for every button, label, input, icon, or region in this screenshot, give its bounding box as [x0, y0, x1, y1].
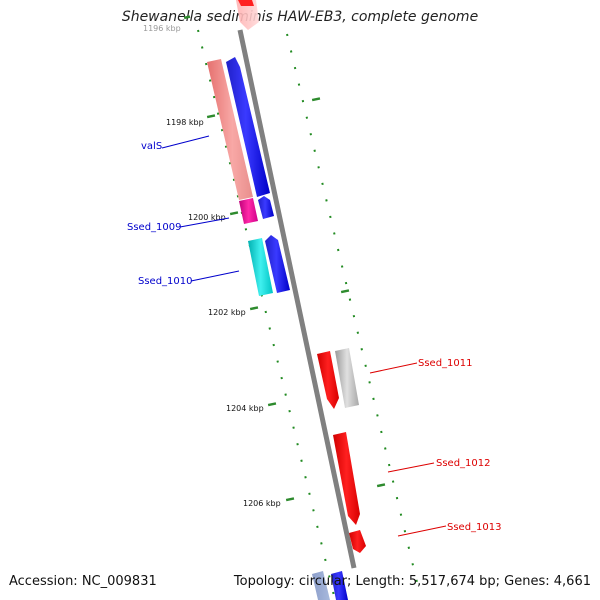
gene-feature-offscreen-top[interactable] — [236, 0, 259, 30]
tick-1196 — [183, 15, 191, 20]
gene-Ssed_1009-homolog[interactable] — [239, 198, 258, 224]
gene-label-valS[interactable]: valS — [141, 141, 162, 152]
tick-1200 — [229, 211, 239, 216]
gene-Ssed_1011[interactable] — [317, 351, 339, 409]
gene-Ssed_1010-homolog[interactable] — [248, 238, 273, 296]
topology-summary: Topology: circular; Length: 5,517,674 bp… — [233, 574, 591, 589]
tick-label: 1202 kbp — [208, 308, 246, 317]
leader-Ssed_1012 — [387, 462, 435, 473]
leader-Ssed_1011 — [369, 362, 418, 374]
tick-label: 1204 kbp — [226, 404, 264, 413]
gene-label-Ssed_1009[interactable]: Ssed_1009 — [127, 222, 182, 233]
accession-text: Accession: NC_009831 — [9, 574, 157, 589]
label-leaders — [161, 135, 447, 537]
tick-1204 — [267, 402, 277, 407]
outer-tick-c — [376, 483, 386, 488]
tick-label: 1200 kbp — [188, 213, 226, 222]
leader-valS — [161, 135, 210, 149]
gene-Ssed_1013[interactable] — [349, 530, 366, 553]
tick-1198 — [206, 114, 216, 119]
ruler-ticks — [183, 15, 386, 502]
leader-Ssed_1013 — [397, 525, 447, 537]
outer-tick-a — [311, 97, 321, 102]
gene-label-Ssed_1010[interactable]: Ssed_1010 — [138, 276, 193, 287]
tick-label: 1206 kbp — [243, 499, 281, 508]
genome-backbone — [237, 29, 357, 569]
ruler-labels: 1196 kbp 1198 kbp 1200 kbp 1202 kbp 1204… — [143, 24, 281, 508]
gene-Ssed_1011-homolog[interactable] — [335, 348, 359, 408]
gene-label-Ssed_1013[interactable]: Ssed_1013 — [447, 522, 502, 533]
map-title: Shewanella sediminis HAW-EB3, complete g… — [121, 9, 479, 25]
gene-feature-offscreen-bottom-strand[interactable] — [331, 571, 348, 600]
outer-tick-b — [340, 289, 350, 294]
gene-label-Ssed_1011[interactable]: Ssed_1011 — [418, 358, 473, 369]
gene-feature-offscreen-bottom[interactable] — [312, 571, 330, 600]
tick-1202 — [249, 306, 259, 311]
gene-labels: valS Ssed_1009 Ssed_1010 Ssed_1011 Ssed_… — [127, 141, 502, 533]
gene-Ssed_1009[interactable] — [258, 196, 274, 219]
gene-Ssed_1010[interactable] — [265, 235, 290, 293]
tick-1206 — [285, 497, 295, 502]
leader-Ssed_1009 — [179, 217, 230, 228]
tick-label: 1196 kbp — [143, 24, 181, 33]
gene-valS[interactable] — [226, 57, 270, 197]
tick-label: 1198 kbp — [166, 118, 204, 127]
gene-valS-homolog[interactable] — [207, 59, 253, 200]
leader-Ssed_1010 — [190, 270, 240, 282]
gene-Ssed_1012[interactable] — [333, 432, 360, 525]
gene-label-Ssed_1012[interactable]: Ssed_1012 — [436, 458, 491, 469]
gene-feature-offscreen-top-strand[interactable] — [238, 0, 254, 6]
